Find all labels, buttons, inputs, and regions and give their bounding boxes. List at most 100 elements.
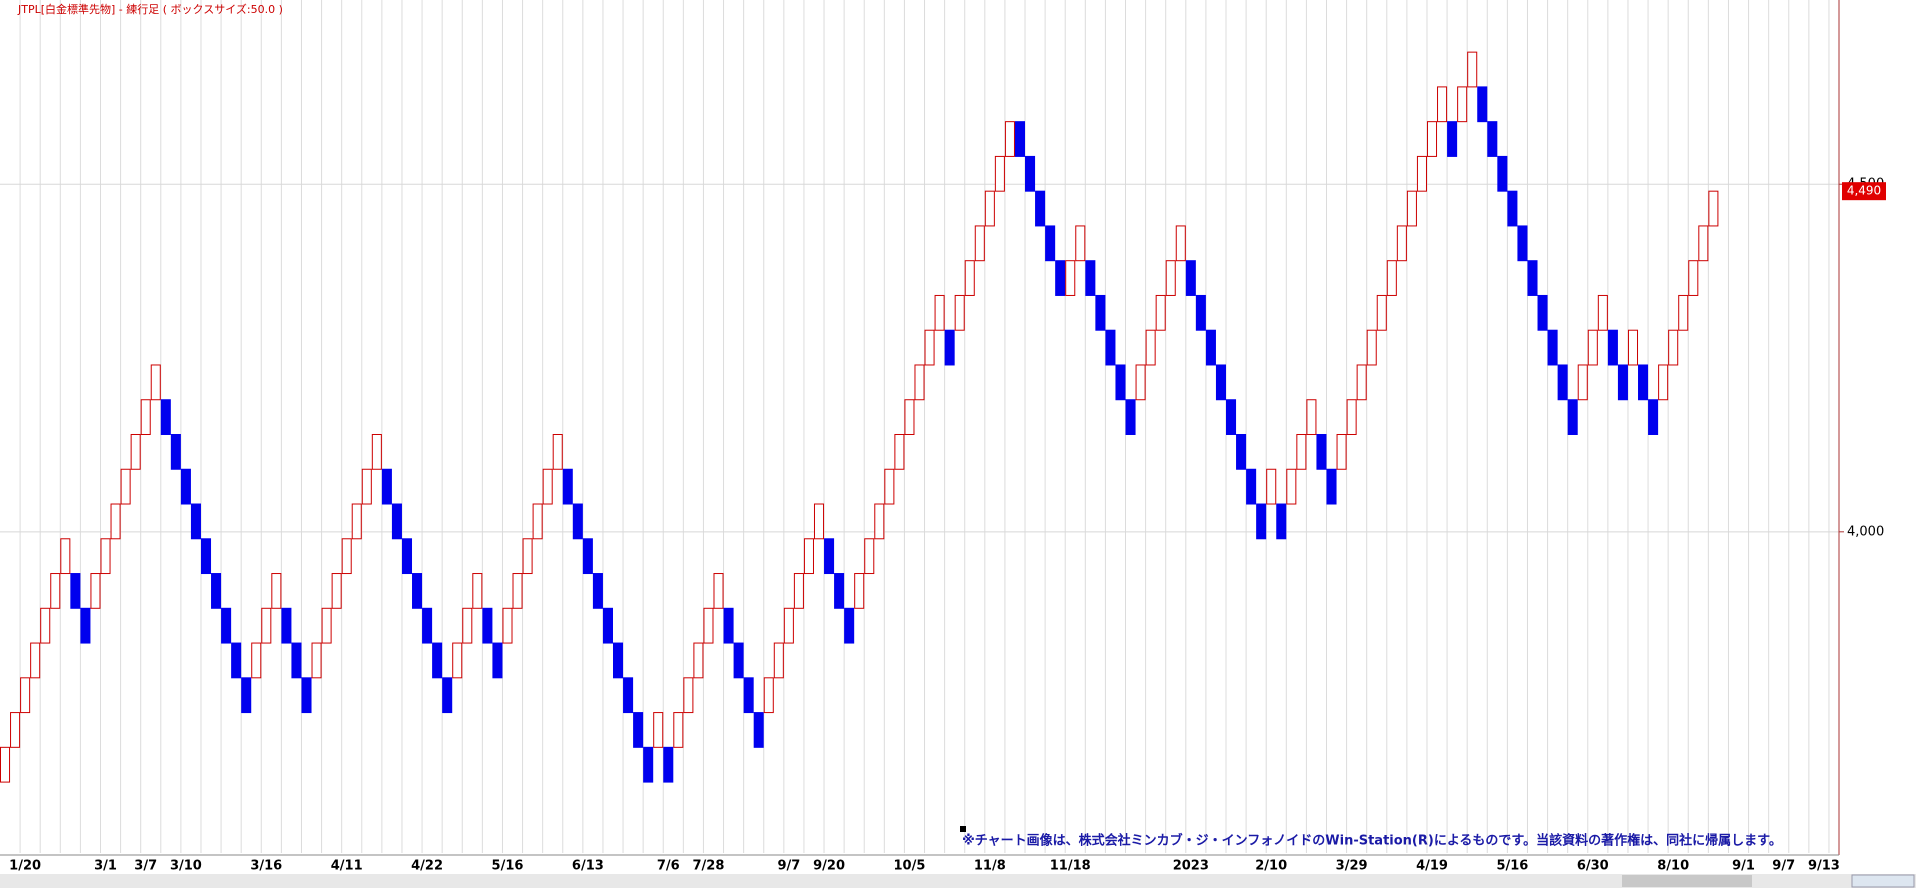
x-tick-label: 3/7 <box>134 859 157 874</box>
down-brick <box>1607 329 1618 366</box>
down-brick <box>623 677 634 714</box>
x-tick-label: 8/10 <box>1657 859 1689 874</box>
down-brick <box>231 642 242 679</box>
up-brick <box>371 433 382 470</box>
up-brick <box>954 294 965 331</box>
up-brick <box>331 573 342 609</box>
down-brick <box>1246 468 1257 505</box>
down-brick <box>663 746 674 783</box>
down-brick <box>492 642 503 679</box>
up-brick <box>1587 329 1598 366</box>
up-brick <box>130 433 141 470</box>
down-brick <box>1014 121 1026 157</box>
up-brick <box>462 607 473 644</box>
down-brick <box>422 607 433 644</box>
down-brick <box>1105 329 1116 366</box>
up-brick <box>1286 468 1297 505</box>
marker-square <box>960 826 966 832</box>
up-brick <box>1597 294 1608 331</box>
down-brick <box>1527 260 1538 296</box>
up-brick <box>90 573 101 609</box>
up-brick <box>713 573 724 609</box>
down-brick <box>381 468 392 505</box>
up-brick <box>874 503 885 540</box>
down-brick <box>442 677 453 714</box>
up-brick <box>904 399 915 435</box>
down-brick <box>1316 433 1327 470</box>
x-tick-label: 9/13 <box>1808 859 1840 874</box>
up-brick <box>1306 399 1317 435</box>
x-tick-label: 2023 <box>1173 859 1209 874</box>
up-brick <box>512 573 523 609</box>
down-brick <box>1195 294 1206 331</box>
scrollbar-thumb[interactable] <box>1622 875 1752 887</box>
up-brick <box>1356 364 1367 401</box>
up-brick <box>974 225 985 262</box>
down-brick <box>844 607 855 644</box>
x-tick-label: 2/10 <box>1255 859 1287 874</box>
up-brick <box>1688 260 1699 296</box>
down-brick <box>1326 468 1337 505</box>
up-brick <box>924 329 935 366</box>
up-brick <box>673 712 684 748</box>
down-brick <box>1547 329 1558 366</box>
up-brick <box>311 642 322 679</box>
x-tick-label: 5/16 <box>1496 859 1528 874</box>
up-brick <box>1376 294 1387 331</box>
scrollbar-track[interactable] <box>0 874 1916 888</box>
down-brick <box>1617 364 1628 401</box>
down-brick <box>1557 364 1568 401</box>
up-brick <box>1406 190 1417 227</box>
down-brick <box>1226 399 1237 435</box>
x-tick-label: 4/22 <box>411 859 443 874</box>
down-brick <box>1185 260 1196 296</box>
zoom-buttons[interactable] <box>1851 874 1915 888</box>
down-brick <box>1567 399 1578 435</box>
up-brick <box>864 538 875 575</box>
up-brick <box>964 260 975 296</box>
down-brick <box>633 712 644 748</box>
up-brick <box>1467 51 1478 88</box>
up-brick <box>1708 190 1719 227</box>
chart-title: JTPL[白金標準先物] - 練行足 ( ボックスサイズ:50.0 ) <box>17 2 283 16</box>
up-brick <box>703 607 714 644</box>
up-brick <box>140 399 151 435</box>
up-brick <box>502 607 513 644</box>
x-tick-label: 1/20 <box>9 859 41 874</box>
up-brick <box>1457 86 1468 123</box>
up-brick <box>10 712 21 748</box>
x-tick-label: 3/16 <box>250 859 282 874</box>
down-brick <box>1115 364 1126 401</box>
up-brick <box>1658 364 1669 401</box>
up-brick <box>854 573 865 609</box>
down-brick <box>70 573 81 609</box>
x-tick-label: 4/19 <box>1416 859 1448 874</box>
down-brick <box>432 642 443 679</box>
up-brick <box>1366 329 1377 366</box>
up-brick <box>552 433 563 470</box>
up-brick <box>693 642 704 679</box>
up-brick <box>813 503 825 540</box>
x-tick-label: 6/30 <box>1577 859 1609 874</box>
up-brick <box>1386 260 1397 296</box>
up-brick <box>522 538 533 575</box>
up-brick <box>1135 364 1146 401</box>
up-brick <box>341 538 352 575</box>
down-brick <box>1487 121 1498 157</box>
up-brick <box>351 503 362 540</box>
down-brick <box>180 468 191 505</box>
down-brick <box>200 538 212 575</box>
down-brick <box>482 607 493 644</box>
up-brick <box>884 468 895 505</box>
down-brick <box>1085 260 1096 296</box>
up-brick <box>763 677 774 714</box>
down-brick <box>743 677 754 714</box>
up-brick <box>1346 399 1357 435</box>
down-brick <box>1055 260 1066 296</box>
up-brick <box>1004 121 1015 157</box>
x-tick-label: 7/6 <box>657 859 680 874</box>
up-brick <box>271 573 282 609</box>
down-brick <box>281 607 292 644</box>
